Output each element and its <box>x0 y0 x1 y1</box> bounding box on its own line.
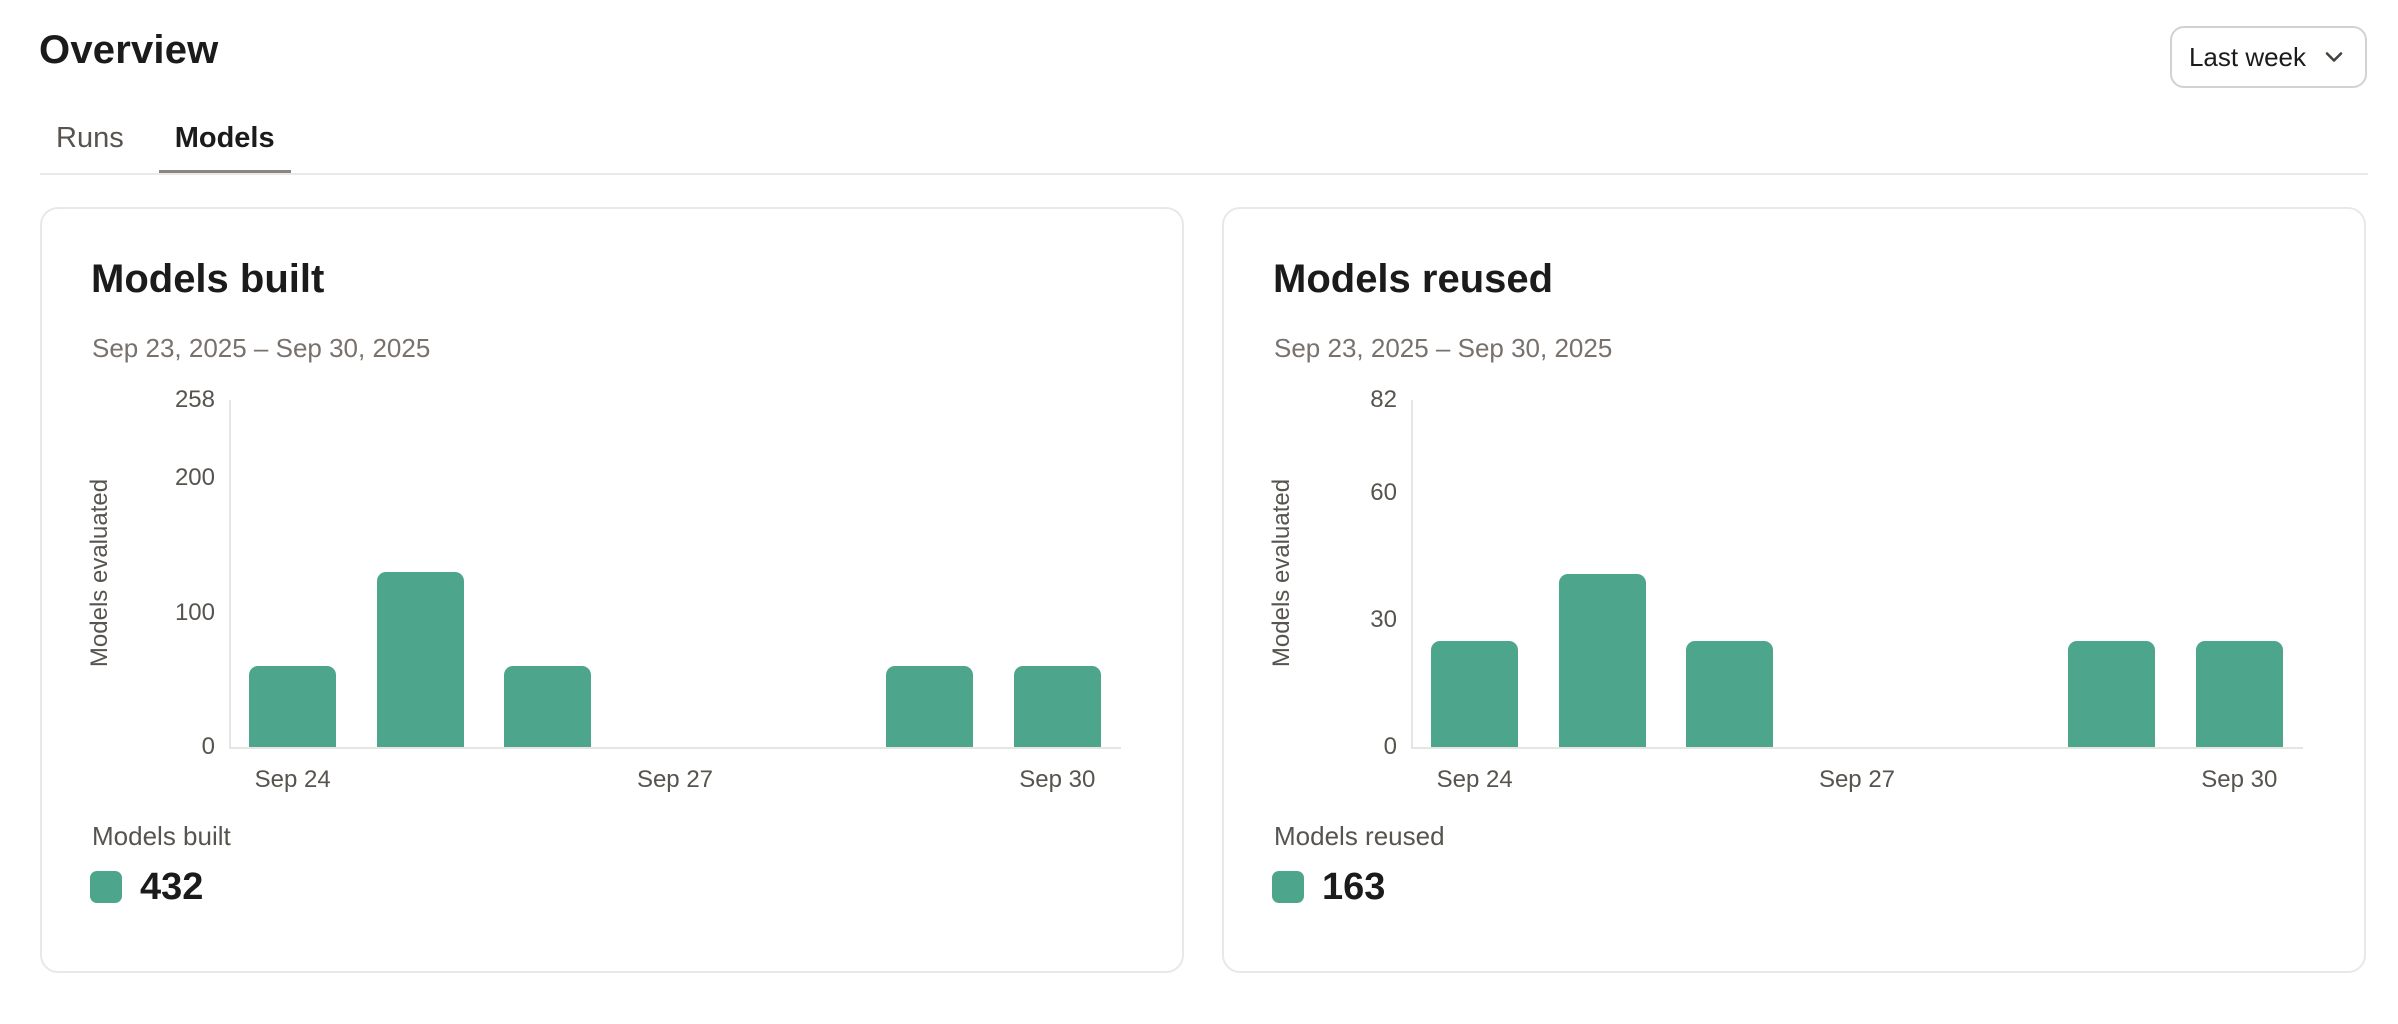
card-title: Models reused <box>1273 257 1554 301</box>
chart-area: Models evaluated 0 30 60 82 Sep 24 Sep 27 Sep … <box>1224 209 2364 971</box>
x-tick-label: Sep 30 <box>2201 766 2278 793</box>
y-tick-label: 60 <box>1370 479 1397 507</box>
x-axis-line <box>1411 747 2303 749</box>
range-selector-button[interactable]: Last week <box>2170 26 2367 88</box>
card-subtitle: Sep 23, 2025 – Sep 30, 2025 <box>1274 333 1613 363</box>
chevron-down-icon <box>2325 52 2343 62</box>
bar[interactable] <box>1013 666 1101 747</box>
card-subtitle: Sep 23, 2025 – Sep 30, 2025 <box>92 333 431 363</box>
legend-row: 163 <box>1272 864 1385 910</box>
legend-label: Models built <box>92 821 231 851</box>
legend-total: 163 <box>1322 866 1386 908</box>
legend-swatch <box>90 871 122 903</box>
y-tick-label: 30 <box>1370 606 1397 634</box>
tab-bar: Runs Models <box>40 120 291 175</box>
bar[interactable] <box>886 666 974 747</box>
x-axis-line <box>229 747 1121 749</box>
models-reused-card: Models reused Sep 23, 2025 – Sep 30, 202… <box>1222 207 2366 973</box>
bar[interactable] <box>1431 641 1519 747</box>
x-tick-label: Sep 27 <box>636 766 714 793</box>
bar[interactable] <box>376 572 464 747</box>
tab-runs[interactable]: Runs <box>56 122 124 154</box>
card-title: Models built <box>91 257 325 301</box>
y-tick-label: 258 <box>174 386 215 413</box>
y-tick-label: 82 <box>1370 386 1397 413</box>
y-axis-label: Models evaluated <box>86 478 113 668</box>
tab-models[interactable]: Models <box>158 120 291 175</box>
y-tick-label: 0 <box>201 733 215 760</box>
x-tick-label: Sep 24 <box>254 766 331 793</box>
legend-row: 432 <box>90 864 203 910</box>
range-selector-label: Last week <box>2188 41 2307 72</box>
page-title: Overview <box>39 28 219 72</box>
y-axis-line <box>229 400 231 749</box>
bar[interactable] <box>249 666 337 747</box>
bar[interactable] <box>2068 641 2156 747</box>
models-built-card: Models built Sep 23, 2025 – Sep 30, 2025… <box>40 207 1184 973</box>
bar[interactable] <box>2195 641 2283 747</box>
legend-swatch <box>1272 871 1304 903</box>
tabs-divider <box>40 173 2368 175</box>
chart-area: Models evaluated 0 100 200 258 Sep 24 Sep 27 S… <box>42 209 1182 971</box>
x-tick-label: Sep 30 <box>1019 766 1096 793</box>
legend-total: 432 <box>140 866 204 908</box>
bar[interactable] <box>1686 641 1774 747</box>
y-tick-label: 0 <box>1383 733 1397 760</box>
y-axis-line <box>1411 400 1413 749</box>
bar[interactable] <box>1558 573 1646 747</box>
bar[interactable] <box>504 666 592 747</box>
y-tick-label: 100 <box>174 598 215 626</box>
y-tick-label: 200 <box>174 464 215 491</box>
x-tick-label: Sep 27 <box>1818 766 1896 793</box>
legend-label: Models reused <box>1274 821 1445 851</box>
x-tick-label: Sep 24 <box>1436 766 1513 793</box>
